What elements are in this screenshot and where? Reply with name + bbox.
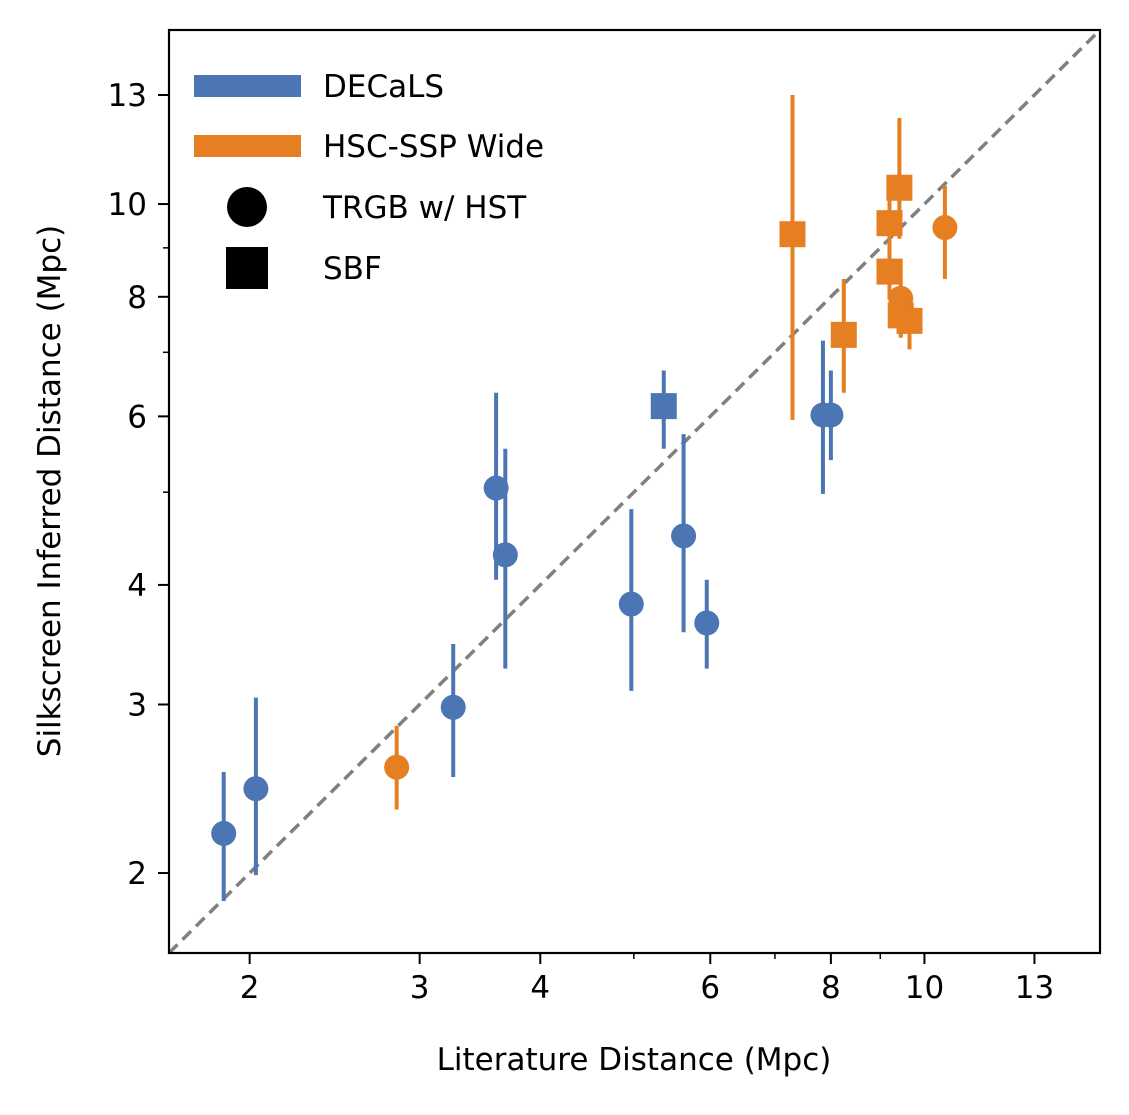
x-tick-label: 8: [821, 970, 841, 1006]
legend-color-swatch: [194, 135, 301, 157]
axis-ticks: 2 3 4 6 8 10 13 2 3 4 6 8 10 13: [108, 78, 1055, 1006]
legend-entry: SBF: [226, 247, 382, 289]
plot-area: [167, 28, 1102, 955]
y-tick-label: 2: [127, 856, 147, 892]
data-point-circle: [243, 776, 269, 802]
legend-color-swatch: [194, 75, 301, 97]
legend-circle-marker: [227, 187, 267, 227]
y-tick-label: 8: [127, 280, 147, 316]
legend-entry: HSC-SSP Wide: [194, 129, 544, 165]
x-tick-label: 10: [905, 970, 944, 1006]
legend-label: HSC-SSP Wide: [323, 129, 544, 165]
series-decals: [211, 340, 844, 901]
data-point-circle: [932, 215, 958, 241]
x-tick-label: 2: [240, 970, 260, 1006]
data-point-square: [650, 393, 677, 420]
data-point-square: [779, 221, 806, 248]
data-point-square: [876, 258, 903, 285]
data-point-circle: [671, 523, 697, 549]
legend-label: DECaLS: [323, 69, 444, 105]
y-axis-label: Silkscreen Inferred Distance (Mpc): [32, 225, 68, 757]
identity-reference-line: [167, 28, 1102, 955]
legend-label: SBF: [323, 251, 382, 287]
data-point-circle: [492, 542, 518, 568]
x-axis-label: Literature Distance (Mpc): [437, 1042, 832, 1078]
data-point-circle: [384, 754, 410, 780]
x-tick-label: 6: [700, 970, 720, 1006]
x-tick-label: 13: [1015, 970, 1054, 1006]
x-tick-label: 4: [530, 970, 550, 1006]
data-point-circle: [440, 694, 466, 720]
legend-entry: TRGB w/ HST: [227, 187, 527, 227]
data-point-circle: [211, 820, 237, 846]
data-point-circle: [483, 475, 509, 501]
data-point-circle: [694, 610, 720, 636]
y-tick-label: 6: [127, 399, 147, 435]
legend-label: TRGB w/ HST: [322, 190, 527, 226]
data-point-square: [896, 307, 923, 334]
data-point-square: [830, 321, 857, 348]
y-tick-label: 3: [127, 687, 147, 723]
y-tick-label: 10: [108, 187, 147, 223]
data-point-square: [886, 174, 913, 201]
data-point-circle: [818, 402, 844, 428]
legend-entry: DECaLS: [194, 69, 444, 105]
data-point-circle: [618, 591, 644, 617]
legend-square-marker: [226, 247, 268, 289]
series-hsc-ssp-wide: [384, 94, 958, 810]
legend: DECaLS HSC-SSP Wide TRGB w/ HST SBF: [194, 69, 544, 289]
x-tick-label: 3: [410, 970, 430, 1006]
y-tick-label: 13: [108, 78, 147, 114]
y-tick-label: 4: [127, 568, 147, 604]
